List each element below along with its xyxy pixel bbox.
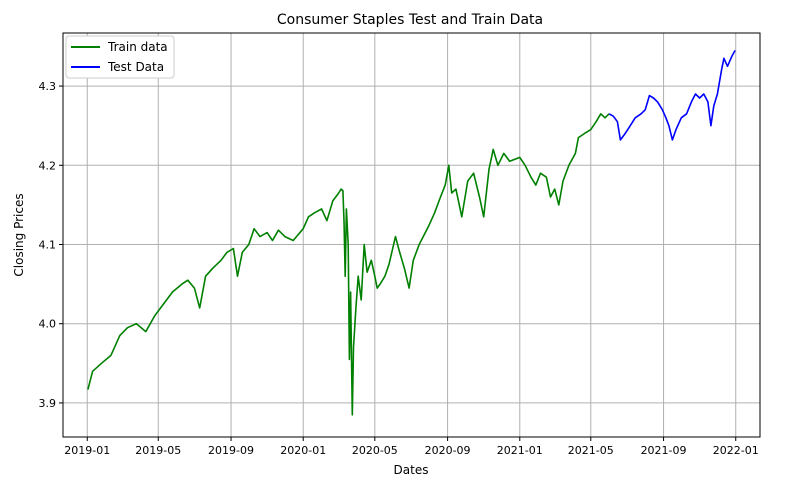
legend-label-test: Test Data bbox=[107, 60, 164, 74]
x-tick-label-4: 2020-05 bbox=[352, 444, 398, 457]
series-layer bbox=[87, 50, 736, 416]
legend-label-train: Train data bbox=[107, 40, 168, 54]
y-tick-label-3: 4.2 bbox=[39, 159, 57, 172]
x-tick-label-8: 2021-09 bbox=[641, 444, 687, 457]
x-tick-label-6: 2021-01 bbox=[497, 444, 543, 457]
x-tick-label-0: 2019-01 bbox=[64, 444, 110, 457]
x-tick-label-3: 2020-01 bbox=[280, 444, 326, 457]
grid bbox=[63, 33, 760, 437]
y-tick-label-2: 4.1 bbox=[39, 239, 57, 252]
y-tick-label-0: 3.9 bbox=[39, 397, 57, 410]
chart-title: Consumer Staples Test and Train Data bbox=[277, 12, 543, 28]
x-tick-label-9: 2022-01 bbox=[713, 444, 759, 457]
x-tick-label-5: 2020-09 bbox=[425, 444, 471, 457]
x-tick-label-7: 2021-05 bbox=[568, 444, 614, 457]
x-tick-label-1: 2019-05 bbox=[135, 444, 181, 457]
x-axis-label: Dates bbox=[394, 463, 429, 477]
legend: Train data Test Data bbox=[65, 35, 175, 79]
series-line-train bbox=[87, 113, 610, 416]
y-tick-label-4: 4.3 bbox=[39, 80, 57, 93]
y-axis: 3.9 4.0 4.1 4.2 4.3 bbox=[39, 80, 63, 410]
plot-frame bbox=[62, 32, 761, 438]
series-line-test bbox=[608, 50, 736, 141]
y-axis-label: Closing Prices bbox=[12, 193, 26, 276]
x-axis: 2019-01 2019-05 2019-09 2020-01 2020-05 2020-… bbox=[64, 437, 759, 457]
y-tick-label-1: 4.0 bbox=[39, 318, 57, 331]
x-tick-label-2: 2019-09 bbox=[208, 444, 254, 457]
